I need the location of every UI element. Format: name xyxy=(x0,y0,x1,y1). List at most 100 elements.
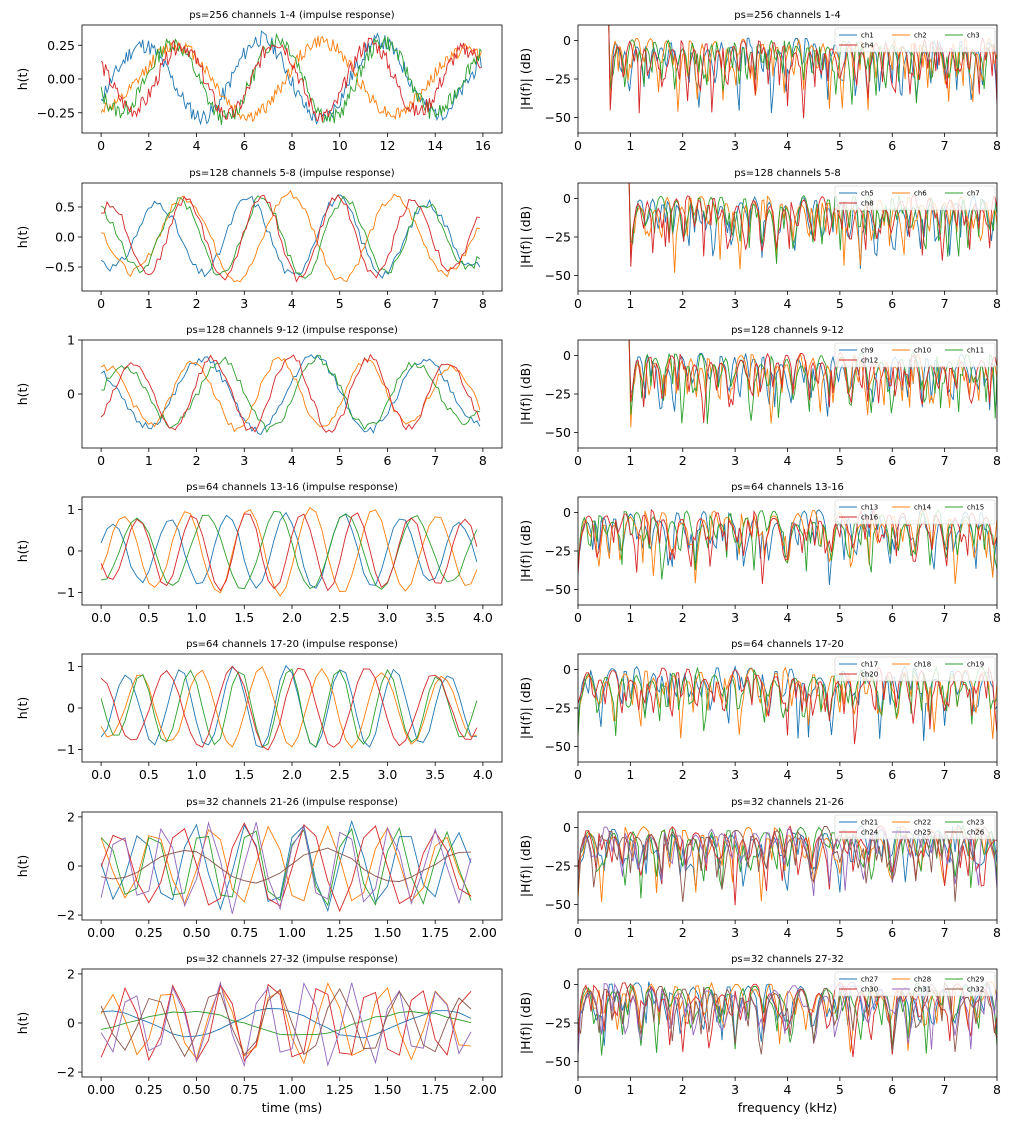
x-tick-label: 2 xyxy=(679,453,687,468)
x-tick-label: 1.25 xyxy=(326,925,354,940)
x-tick-label: 2 xyxy=(193,296,201,311)
x-tick-label: 6 xyxy=(888,767,896,782)
series-line-ch10 xyxy=(100,356,481,433)
y-tick-label: 0 xyxy=(67,1016,75,1031)
x-tick-label: 14 xyxy=(427,138,443,153)
x-tick-label: 1.0 xyxy=(187,767,207,782)
y-tick-label: −0.5 xyxy=(45,260,75,275)
panel-6: ps=128 channels 9-12 0 1 2 3 4 5 6 7 8 −50 −25 0 |H(f… xyxy=(518,325,1001,468)
panel-13: ps=32 channels 27-32 (impulse response) 0… xyxy=(15,954,503,1115)
series-group xyxy=(100,507,478,597)
series-line-ch26 xyxy=(578,825,997,903)
y-tick-label: −2 xyxy=(57,1065,75,1080)
x-tick-label: 4 xyxy=(288,453,296,468)
y-tick-label: −25 xyxy=(545,701,571,716)
series-line-ch11 xyxy=(628,340,997,425)
x-tick-label: 1 xyxy=(626,296,634,311)
panel-title: ps=32 channels 27-32 (impulse response) xyxy=(186,954,398,965)
panel-12: ps=32 channels 21-26 0 1 2 3 4 5 6 7 8 −50 −25 0 |H(f… xyxy=(518,797,1001,940)
legend-label: ch27 xyxy=(861,976,878,984)
y-tick-label: 0 xyxy=(67,544,75,559)
x-tick-label: 3 xyxy=(240,453,248,468)
x-tick-label: 4 xyxy=(784,1082,792,1097)
axes-frame xyxy=(81,182,503,292)
legend: ch21 ch22 ch23 ch24 ch25 ch26 xyxy=(834,814,996,840)
series-line-ch4 xyxy=(100,37,482,122)
panel-10: ps=64 channels 17-20 0 1 2 3 4 5 6 7 8 −50 −25 0 |H(f… xyxy=(518,639,1001,782)
legend-label: ch22 xyxy=(914,819,931,827)
x-tick-label: 1 xyxy=(145,453,153,468)
y-tick-label: 1 xyxy=(67,659,75,674)
panel-title: ps=128 channels 9-12 (impulse response) xyxy=(186,325,398,336)
x-tick-label: 0 xyxy=(574,925,582,940)
y-tick-label: −50 xyxy=(545,1054,571,1069)
series-line-ch5 xyxy=(100,194,481,279)
y-tick-label: −25 xyxy=(545,72,571,87)
x-tick-label: 1 xyxy=(626,767,634,782)
x-tick-label: 1 xyxy=(145,296,153,311)
panel-title: ps=32 channels 21-26 xyxy=(731,797,844,808)
series-group xyxy=(100,353,481,435)
series-line-ch21 xyxy=(100,819,472,913)
series-line-ch21 xyxy=(578,824,997,893)
panel-14: ps=32 channels 27-32 0 1 2 3 4 5 6 7 8 −50 −25 0 |H(f… xyxy=(518,954,1001,1115)
series-line-ch12 xyxy=(628,340,997,424)
legend-label: ch30 xyxy=(861,986,878,994)
legend-label: ch7 xyxy=(967,190,980,198)
x-tick-label: 2 xyxy=(679,925,687,940)
legend: ch17 ch18 ch19 ch20 xyxy=(834,656,996,682)
y-axis-label: |H(f)| (dB) xyxy=(518,992,533,1054)
x-tick-label: 2 xyxy=(679,1082,687,1097)
y-tick-label: −25 xyxy=(545,230,571,245)
legend-label: ch5 xyxy=(861,190,874,198)
x-axis-label: frequency (kHz) xyxy=(738,1100,838,1115)
legend-label: ch17 xyxy=(861,661,878,669)
y-tick-label: −1 xyxy=(57,742,75,757)
x-tick-label: 6 xyxy=(888,925,896,940)
panel-title: ps=32 channels 21-26 (impulse response) xyxy=(186,797,398,808)
x-tick-label: 5 xyxy=(836,453,844,468)
series-line-ch30 xyxy=(100,983,472,1063)
series-line-ch28 xyxy=(100,982,472,1065)
panel-1: ps=256 channels 1-4 (impulse response) 0 2… xyxy=(15,10,503,153)
x-tick-label: 0.25 xyxy=(135,1082,163,1097)
x-tick-label: 0 xyxy=(97,296,105,311)
panel-title: ps=32 channels 27-32 xyxy=(731,954,844,965)
x-tick-label: 0.5 xyxy=(139,610,159,625)
x-tick-label: 1 xyxy=(626,138,634,153)
legend: ch5 ch6 ch7 ch8 xyxy=(834,185,996,211)
series-line-ch16 xyxy=(100,512,478,592)
y-tick-label: −0.25 xyxy=(37,105,75,120)
x-tick-label: 7 xyxy=(941,296,949,311)
y-tick-label: 0 xyxy=(67,387,75,402)
y-axis-label: h(t) xyxy=(15,226,30,249)
x-tick-label: 1.50 xyxy=(374,1082,402,1097)
series-group xyxy=(578,664,997,745)
series-line-ch20 xyxy=(100,665,478,751)
legend: ch27 ch28 ch29 ch30 ch31 ch32 xyxy=(834,971,996,997)
panel-2: ps=256 channels 1-4 0 1 2 3 4 5 6 7 8 −50 −25 0 |H(f)… xyxy=(518,10,1001,153)
x-tick-label: 2 xyxy=(679,767,687,782)
series-line-ch8 xyxy=(101,194,480,283)
series-line-ch25 xyxy=(100,821,472,914)
y-axis-label: |H(f)| (dB) xyxy=(518,363,533,425)
x-tick-label: 1.00 xyxy=(278,925,306,940)
x-tick-label: 4.0 xyxy=(473,767,493,782)
series-line-ch31 xyxy=(100,980,472,1068)
x-tick-label: 3.5 xyxy=(425,767,445,782)
legend-label: ch28 xyxy=(914,976,931,984)
series-group xyxy=(100,30,482,126)
x-tick-label: 7 xyxy=(941,138,949,153)
x-tick-label: 2.5 xyxy=(330,767,350,782)
x-tick-label: 0 xyxy=(574,610,582,625)
x-tick-label: 3 xyxy=(731,767,739,782)
panel-title: ps=64 channels 17-20 xyxy=(731,639,844,650)
y-axis-label: h(t) xyxy=(15,540,30,563)
legend-label: ch15 xyxy=(967,504,984,512)
x-tick-label: 5 xyxy=(836,138,844,153)
legend-label: ch29 xyxy=(967,976,984,984)
series-line-ch4 xyxy=(608,25,997,119)
y-tick-label: 0.00 xyxy=(47,72,75,87)
x-tick-label: 0 xyxy=(574,1082,582,1097)
x-tick-label: 2 xyxy=(679,138,687,153)
